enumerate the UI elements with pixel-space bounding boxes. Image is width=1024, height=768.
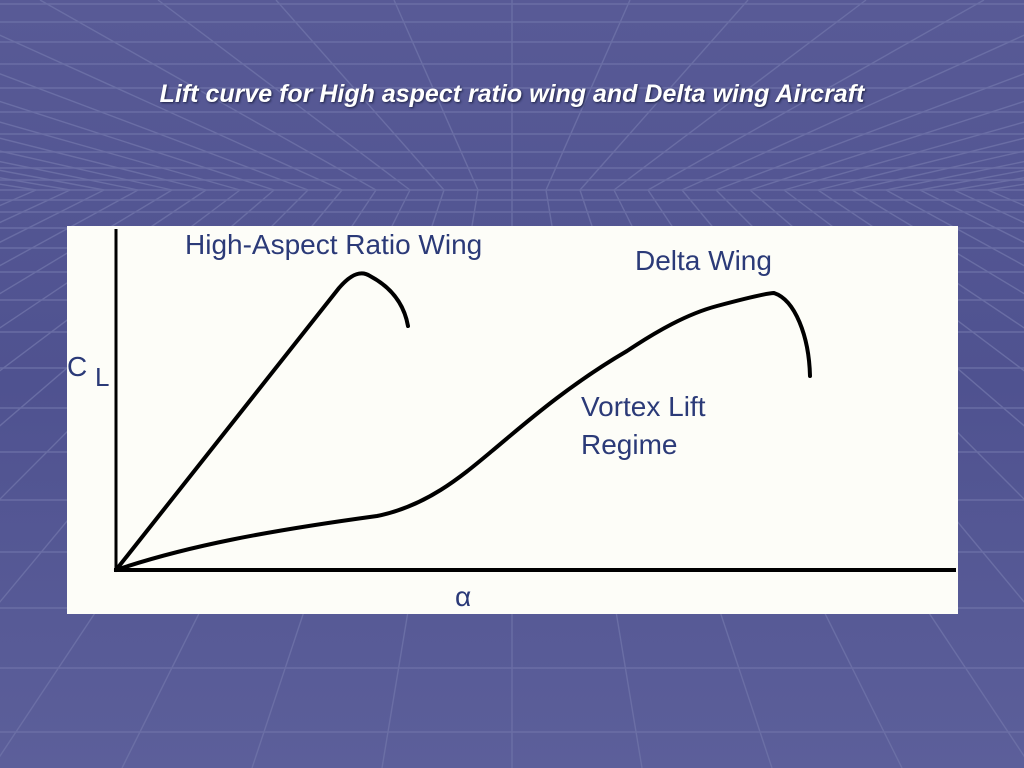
background-grid-line [39,0,377,191]
background-grid-line [275,0,445,191]
chart-panel: High-Aspect Ratio Wing Delta Wing Vortex… [67,226,958,614]
background-grid-line [783,121,1024,191]
series-label-delta-wing: Delta Wing [635,245,772,276]
background-grid-line [0,189,173,295]
y-axis-label: C L [67,351,109,392]
background-grid-line [851,189,1024,295]
x-axis-label: α [455,581,471,612]
background-grid-line [393,0,479,191]
background-grid-line [579,0,749,191]
annotation-vortex-lift: Vortex Lift [581,391,706,422]
series-line-high-aspect-ratio-wing [114,271,410,572]
background-grid-line [157,0,411,191]
background-grid-line [681,34,1024,191]
background-grid-line [0,34,343,191]
background-grid-line [545,0,631,191]
background-grid-line [817,189,1024,329]
background-grid-line [817,137,1024,191]
y-axis-label-main: C [67,351,87,382]
background-grid-line [0,150,173,191]
y-axis-label-subscript: L [95,362,109,392]
annotation-regime: Regime [581,429,677,460]
background-grid-line [0,189,207,329]
background-grid-line [0,100,275,191]
series-line-delta-wing [114,291,812,572]
series-label-high-aspect-ratio-wing: High-Aspect Ratio Wing [185,229,482,260]
background-grid-line [613,0,867,191]
background-grid-line [647,0,985,191]
background-grid-line [0,73,309,191]
background-grid-line [0,137,207,191]
slide-title: Lift curve for High aspect ratio wing an… [159,80,865,108]
background-grid-line [851,150,1024,191]
background-grid-line [749,100,1024,191]
background-grid-line [715,73,1024,191]
lift-curve-chart: High-Aspect Ratio Wing Delta Wing Vortex… [67,229,956,612]
background-grid-line [0,121,241,191]
